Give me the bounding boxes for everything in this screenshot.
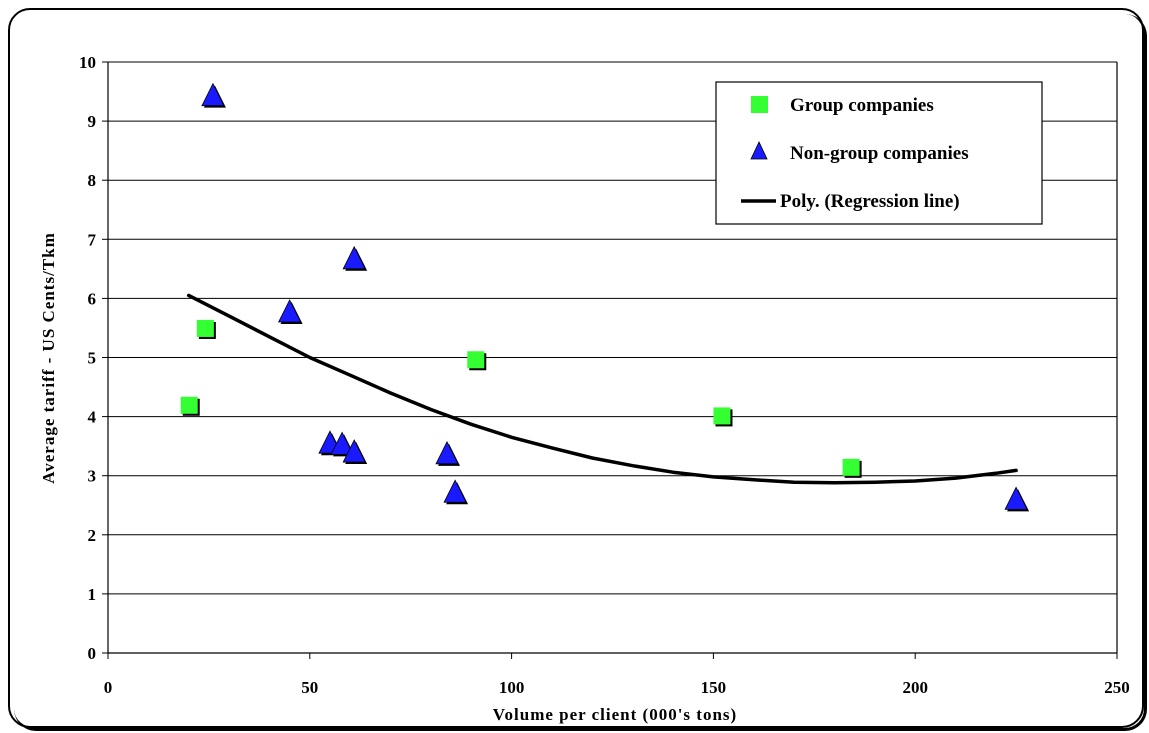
y-tick-label: 8 xyxy=(88,171,97,190)
group-company-point xyxy=(196,319,216,339)
legend-label-nongroup: Non-group companies xyxy=(790,143,969,164)
y-tick-label: 9 xyxy=(88,112,97,131)
non-group-company-point xyxy=(342,245,368,271)
legend-label-regression: Poly. (Regression line) xyxy=(780,191,960,212)
x-tick-label: 100 xyxy=(499,678,525,697)
regression-line-layer xyxy=(186,293,1018,485)
y-tick-label: 2 xyxy=(88,526,97,545)
group-company-point xyxy=(713,407,733,427)
y-tick-label: 6 xyxy=(88,289,97,308)
y-axis-title: Average tariff - US Cents/Tkm xyxy=(39,232,58,484)
y-tick-label: 7 xyxy=(88,230,97,249)
x-tick-label: 250 xyxy=(1104,678,1130,697)
non-group-company-point xyxy=(435,440,461,466)
axes xyxy=(102,61,1118,659)
legend-triangle-marker xyxy=(750,141,768,160)
y-tick-label: 5 xyxy=(88,349,97,368)
data-points xyxy=(180,82,1030,512)
non-group-company-point xyxy=(443,479,469,505)
x-tick-label: 0 xyxy=(104,678,113,697)
group-company-point xyxy=(180,396,200,416)
legend: Group companies Non-group companies Poly… xyxy=(715,81,1043,225)
regression-line xyxy=(186,293,1018,485)
y-tick-label: 0 xyxy=(88,644,97,663)
non-group-company-point xyxy=(1004,486,1030,512)
legend-label-group: Group companies xyxy=(790,95,934,116)
y-tick-label: 1 xyxy=(88,585,97,604)
y-tick-label: 4 xyxy=(88,408,97,427)
x-tick-label: 50 xyxy=(301,678,318,697)
y-tick-label: 10 xyxy=(79,53,96,72)
group-company-point xyxy=(467,351,487,371)
legend-square-marker xyxy=(751,96,768,113)
x-tick-label: 200 xyxy=(902,678,928,697)
group-company-point xyxy=(842,458,862,478)
non-group-company-point xyxy=(342,439,368,465)
non-group-company-point xyxy=(277,299,303,324)
non-group-company-point xyxy=(201,82,226,108)
x-axis-title: Volume per client (000's tons) xyxy=(493,705,737,724)
y-tick-label: 3 xyxy=(88,467,97,486)
x-tick-label: 150 xyxy=(701,678,727,697)
